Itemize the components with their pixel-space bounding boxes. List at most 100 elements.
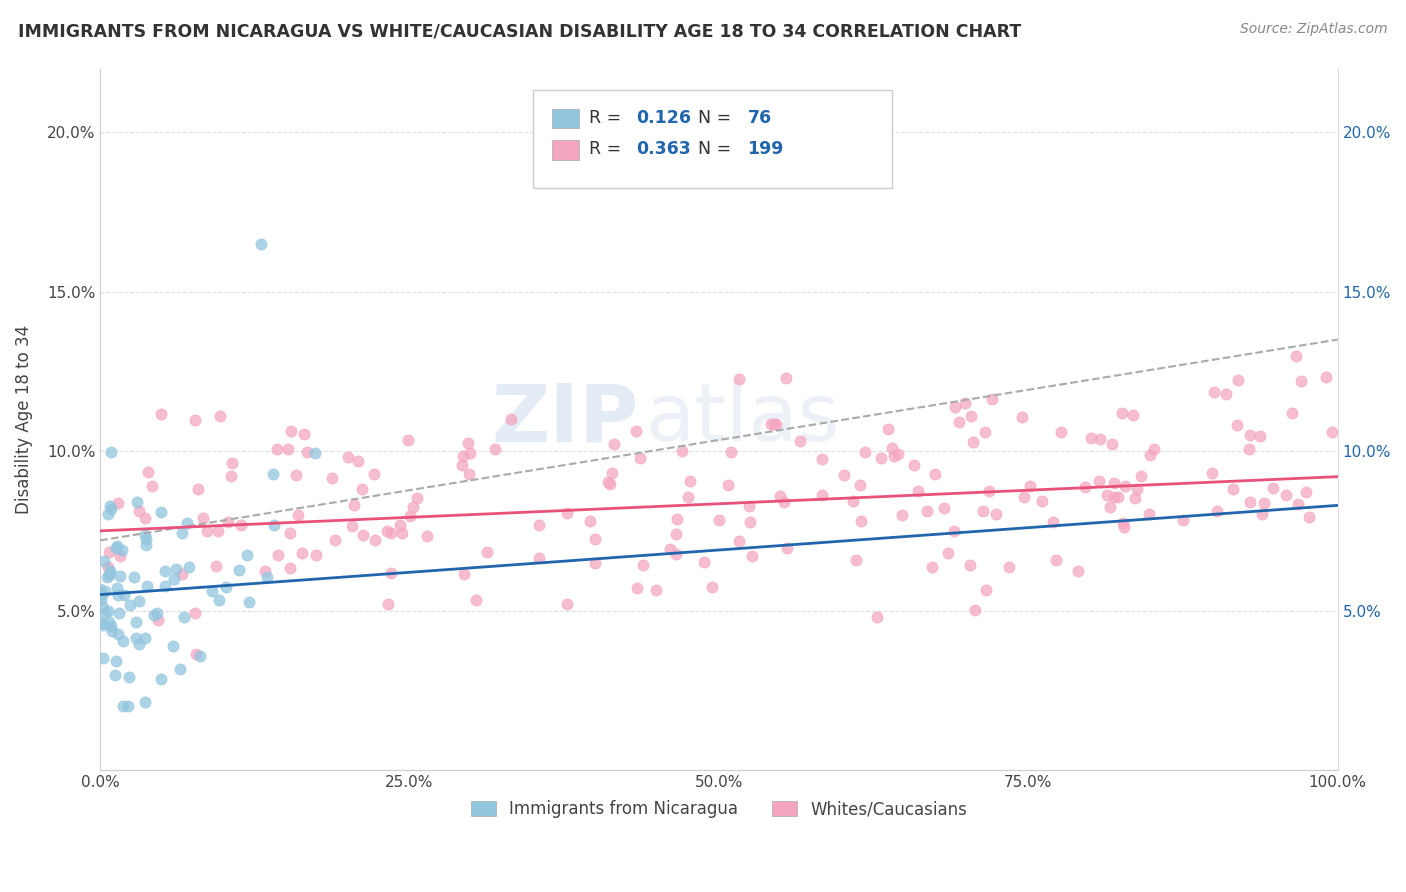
- Point: [1227, 373, 1250, 387]
- Point: [149, 407, 172, 421]
- Point: [1251, 507, 1274, 521]
- Point: [236, 548, 259, 562]
- Point: [280, 425, 302, 439]
- Point: [1050, 425, 1073, 439]
- Point: [186, 648, 208, 662]
- Point: [352, 483, 374, 497]
- Point: [380, 526, 402, 541]
- Point: [323, 533, 346, 547]
- Point: [96, 570, 118, 584]
- Point: [1320, 425, 1343, 439]
- Point: [671, 443, 693, 458]
- Point: [1123, 491, 1146, 506]
- Point: [380, 566, 402, 580]
- Point: [741, 549, 763, 564]
- Point: [1102, 475, 1125, 490]
- Point: [811, 488, 834, 502]
- Text: R =: R =: [589, 140, 627, 158]
- Point: [100, 445, 122, 459]
- Point: [128, 594, 150, 608]
- Text: N =: N =: [697, 109, 737, 127]
- Point: [679, 474, 702, 488]
- Point: [877, 422, 900, 436]
- Point: [529, 517, 551, 532]
- Point: [104, 667, 127, 681]
- Point: [122, 570, 145, 584]
- Point: [738, 515, 761, 529]
- Point: [932, 500, 955, 515]
- Point: [128, 637, 150, 651]
- Point: [596, 475, 619, 489]
- Point: [304, 446, 326, 460]
- Point: [1137, 508, 1160, 522]
- Legend: Immigrants from Nicaragua, Whites/Caucasians: Immigrants from Nicaragua, Whites/Caucas…: [464, 794, 973, 825]
- Point: [465, 592, 488, 607]
- Point: [98, 564, 121, 578]
- Point: [146, 606, 169, 620]
- Point: [176, 516, 198, 530]
- Point: [187, 482, 209, 496]
- Point: [172, 567, 194, 582]
- Point: [215, 580, 238, 594]
- Point: [891, 508, 914, 523]
- Point: [665, 547, 688, 561]
- Point: [97, 507, 120, 521]
- Point: [853, 444, 876, 458]
- Point: [108, 549, 131, 563]
- Point: [191, 511, 214, 525]
- Point: [91, 616, 114, 631]
- Point: [337, 450, 360, 465]
- Point: [583, 532, 606, 546]
- Point: [1281, 406, 1303, 420]
- Point: [450, 458, 472, 472]
- Point: [599, 477, 621, 491]
- Point: [555, 506, 578, 520]
- Point: [1111, 406, 1133, 420]
- Point: [693, 555, 716, 569]
- Point: [343, 498, 366, 512]
- Point: [97, 604, 120, 618]
- Point: [980, 392, 1002, 407]
- Point: [114, 588, 136, 602]
- Point: [391, 525, 413, 540]
- Point: [1101, 437, 1123, 451]
- FancyBboxPatch shape: [533, 89, 893, 188]
- Point: [1114, 479, 1136, 493]
- Point: [221, 456, 243, 470]
- Point: [1080, 431, 1102, 445]
- Point: [135, 538, 157, 552]
- Point: [90, 587, 112, 601]
- Point: [943, 400, 966, 414]
- Point: [107, 606, 129, 620]
- Point: [1011, 410, 1033, 425]
- Point: [869, 450, 891, 465]
- Point: [849, 477, 872, 491]
- Point: [924, 467, 946, 481]
- Point: [832, 468, 855, 483]
- Point: [1205, 503, 1227, 517]
- Point: [1249, 429, 1271, 443]
- Point: [955, 395, 977, 409]
- Point: [1274, 488, 1296, 502]
- Point: [959, 558, 981, 572]
- Point: [208, 409, 231, 423]
- Point: [105, 539, 128, 553]
- Point: [375, 524, 398, 538]
- Point: [1107, 490, 1129, 504]
- Text: 0.363: 0.363: [636, 140, 690, 158]
- Point: [250, 236, 273, 251]
- Point: [416, 529, 439, 543]
- Point: [1261, 481, 1284, 495]
- Point: [1014, 490, 1036, 504]
- Point: [903, 458, 925, 473]
- Point: [107, 626, 129, 640]
- Point: [364, 533, 387, 548]
- Point: [263, 517, 285, 532]
- Point: [184, 606, 207, 620]
- Point: [842, 494, 865, 508]
- Point: [976, 582, 998, 597]
- Point: [389, 518, 412, 533]
- Point: [266, 442, 288, 457]
- Point: [578, 514, 600, 528]
- Point: [89, 582, 111, 596]
